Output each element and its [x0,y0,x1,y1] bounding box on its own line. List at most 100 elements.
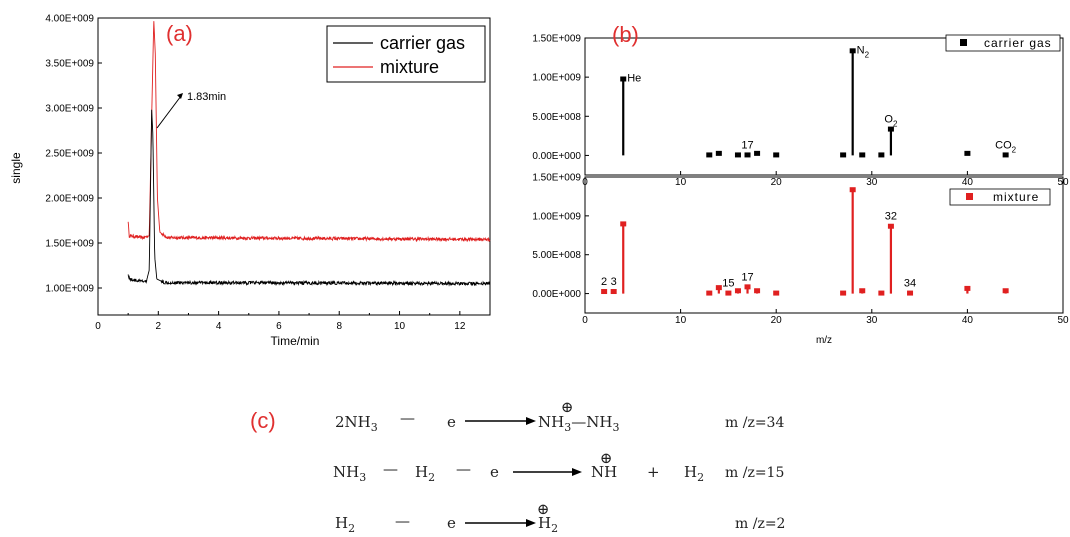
panel-label-a: (a) [166,21,193,46]
x-axis-b-top: 0 10 20 30 40 50 [582,171,1069,188]
legend-swatch-b-carrier [960,39,967,46]
plot-frame-b-bottom [584,176,1064,314]
peak-label: 32 [885,211,897,223]
legend-swatch-b-mixture [966,193,973,200]
bar-marker [725,290,732,296]
x-tick-label-b: 0 [582,315,588,326]
legend-b-bottom: mixture [949,188,1051,206]
eq3-minus: — [395,512,410,530]
bar-marker [964,285,971,291]
y-tick-label-b: 1.50E+009 [532,34,581,45]
eq2-cation-icon: ⊕ [600,449,613,467]
y-tick-label-a: 2.50E+009 [45,149,94,160]
bar-marker [878,290,885,296]
y-tick-label-b: 0.00E+000 [532,289,581,300]
annotation-a: 1.83min [156,91,226,129]
bar-marker [610,289,617,295]
equation-row-1: 2NH3 — e NH3—NH3 ⊕ m /z=34 [335,398,784,434]
peak-label: 2 [601,276,607,288]
bar-marker [744,284,751,290]
eq1-product: NH3—NH3 [538,413,619,434]
eq3-cation-icon: ⊕ [537,500,550,518]
peak-label: 3 [611,276,617,288]
x-tick-label-b: 10 [675,177,687,188]
y-axis-b-top: 0.00E+000 5.00E+008 1.00E+009 1.50E+009 [532,34,589,162]
bar-marker [773,152,780,158]
chart-panel-a: 1.00E+009 1.50E+009 2.00E+009 2.50E+009 3.00… [9,14,491,348]
eq2-arrowhead [572,468,582,476]
y-tick-label-a: 3.50E+009 [45,59,94,70]
series-line-carrier-gas [127,109,491,287]
y-tick-label-a: 4.00E+009 [45,14,94,25]
equation-row-2: NH3 — H2 — e NH ⊕ + H2 m /z=15 [333,449,784,484]
eq3-product: H2 [538,514,558,535]
eq2-h2: H2 [684,463,704,484]
peak-label: O2 [884,114,898,129]
peak-labels-b-top: He 17 N2 O2 CO2 [627,44,1016,154]
bar-marker [907,290,914,296]
bar-marker [859,152,866,158]
eq2-product: NH [591,463,617,481]
y-tick-label-b: 5.00E+008 [532,112,581,123]
peak-label: 15 [722,278,734,290]
x-axis-a: 0 2 4 6 8 10 12 [95,311,466,332]
x-tick-label-b: 50 [1057,315,1069,326]
bar-marker [734,152,741,158]
x-tick-label-a: 6 [276,321,282,332]
x-axis-b-bottom: 0 10 20 30 40 50 [582,309,1069,326]
bar-marker [887,126,894,132]
y-tick-label-a: 1.00E+009 [45,284,94,295]
y-axis-b-bottom: 0.00E+000 5.00E+008 1.00E+009 1.50E+009 [532,173,589,300]
x-tick-label-b: 20 [771,315,783,326]
eq1-minus: — [400,409,415,427]
legend-box-b-top [945,34,1061,52]
legend-a: carrier gas mixture [326,25,486,83]
panel-label-c: (c) [250,408,276,433]
legend-label-mixture: mixture [380,57,439,77]
x-axis-title-b: m/z [816,335,832,346]
x-tick-label-b: 40 [962,315,974,326]
reaction-equations: (c) 2NH3 — e NH3—NH3 ⊕ m /z=34 NH3 — H2 … [250,398,785,535]
y-tick-label-b: 5.00E+008 [532,250,581,261]
bar-marker [1002,288,1009,294]
y-axis-a: 1.00E+009 1.50E+009 2.00E+009 2.50E+009 3.00… [45,14,102,295]
eq1-cation-icon: ⊕ [561,398,574,416]
equation-row-3: H2 — e H2 ⊕ m /z=2 [335,500,785,535]
peak-label: 17 [741,139,753,151]
bar-marker [706,152,713,158]
legend-box-b-bottom [949,188,1051,206]
annotation-arrowhead [177,93,183,99]
bar-marker [878,152,885,158]
eq2-plus: + [647,463,660,481]
x-axis-title-a: Time/min [271,334,320,348]
x-tick-label-a: 8 [336,321,342,332]
bars-b-bottom [601,187,1009,296]
bar-marker [849,187,856,193]
peak-labels-b-bottom: 2 3 15 17 32 34 [601,211,916,290]
y-tick-label-a: 2.00E+009 [45,194,94,205]
bar-marker [744,152,751,158]
peak-label: N2 [857,44,870,59]
legend-label-carrier: carrier gas [380,33,465,53]
annotation-text: 1.83min [187,91,226,103]
y-tick-label-b: 1.00E+009 [532,73,581,84]
eq3-arrowhead [526,519,536,527]
bar-marker [715,285,722,291]
eq2-minus-1: — [383,460,398,478]
series-lines-a [127,21,491,287]
eq3-reactant: H2 [335,514,355,535]
x-tick-label-a: 4 [216,321,222,332]
x-tick-label-a: 2 [156,321,162,332]
eq2-result: m /z=15 [725,465,784,481]
peak-label: He [627,72,641,84]
bar-marker [754,150,761,156]
panel-label-b: (b) [612,22,639,47]
bar-marker [1002,152,1009,158]
bar-marker [887,223,894,229]
eq3-electron: e [447,514,456,532]
bars-b-top [620,48,1009,158]
x-tick-label-b: 30 [866,177,878,188]
eq2-electron: e [490,463,499,481]
x-tick-label-b: 10 [675,315,687,326]
